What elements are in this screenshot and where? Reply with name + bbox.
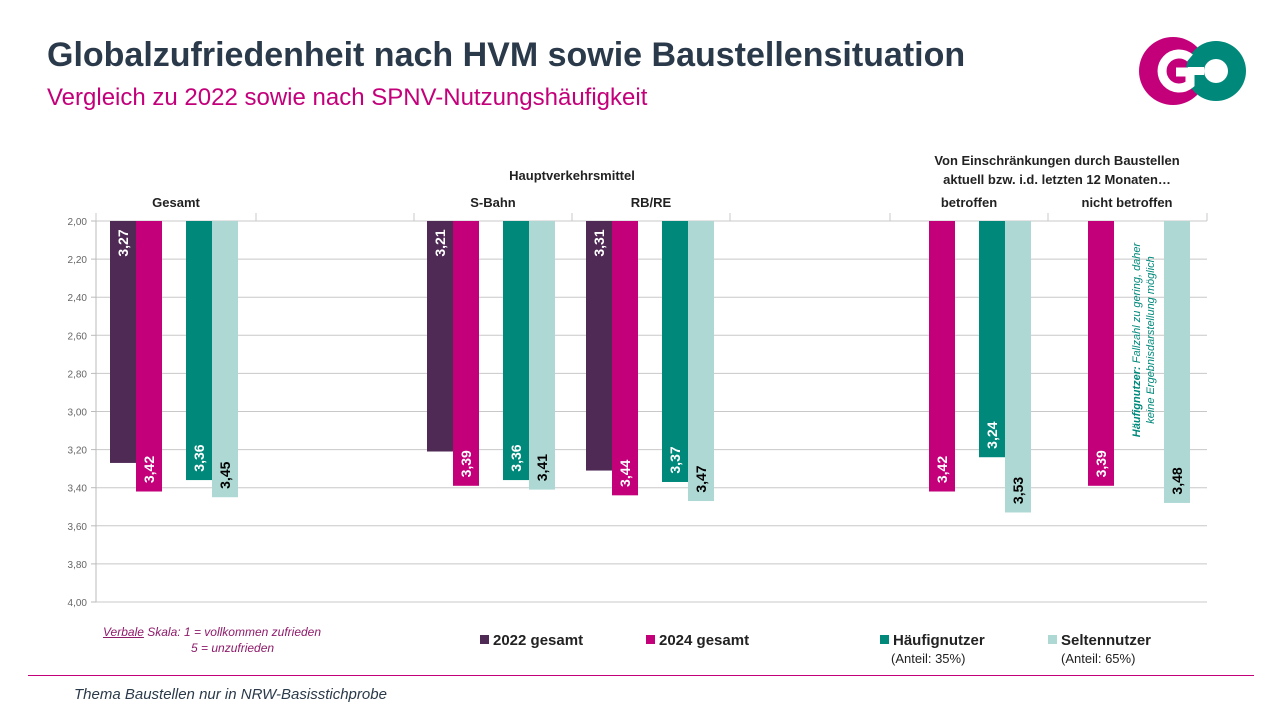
y-tick-label: 2,60 [68,331,88,342]
y-tick-label: 3,20 [68,446,88,457]
y-tick-label: 3,40 [68,484,88,495]
bar-1-3 [929,221,955,492]
legend-label-2024: 2024 gesamt [659,632,750,649]
legend-label-haeufig: Häufignutzer [893,632,985,649]
y-tick-label: 2,00 [68,217,88,228]
bar-1-2 [612,221,638,496]
category-label: nicht betroffen [1082,195,1173,210]
data-label-3-1: 3,41 [534,454,550,481]
data-label-2-0: 3,36 [191,444,207,471]
data-label-3-2: 3,47 [693,465,709,492]
footer-divider [28,675,1254,676]
scale-note-line2: 5 = unzufrieden [191,641,275,655]
data-label-3-0: 3,45 [217,461,233,488]
legend-swatch-2022 [480,635,489,644]
y-tick-label: 4,00 [68,598,88,609]
data-label-1-0: 3,42 [141,456,157,483]
y-tick-label: 2,40 [68,293,88,304]
bar-3-1 [529,221,555,490]
data-label-2-3: 3,24 [984,421,1000,448]
data-label-1-2: 3,44 [617,459,633,486]
bar-3-0 [212,221,238,498]
annotation-line2: keine Ergebnisdarstellung möglich [1145,256,1157,424]
bar-1-0 [136,221,162,492]
y-tick-label: 3,80 [68,560,88,571]
page-title: Globalzufriedenheit nach HVM sowie Baust… [47,36,966,74]
data-label-0-0: 3,27 [115,229,131,256]
y-tick-label: 2,80 [68,369,88,380]
bar-1-4 [1088,221,1114,486]
bar-3-2 [688,221,714,502]
page-subtitle: Vergleich zu 2022 sowie nach SPNV-Nutzun… [47,84,648,111]
scale-note: Verbale Skala: 1 = vollkommen zufrieden … [103,624,321,656]
group-header-baustellen-line1: Von Einschränkungen durch Baustellen [934,153,1179,168]
bar-0-0 [110,221,136,463]
bar-2-2 [662,221,688,482]
y-tick-label: 3,60 [68,522,88,533]
bar-3-4 [1164,221,1190,503]
group-header-hvm: Hauptverkehrsmittel [509,168,635,183]
bar-2-0 [186,221,212,481]
legend-swatch-2024 [646,635,655,644]
legend-item-selten: Seltennutzer [1048,632,1151,649]
group-header-baustellen-line2: aktuell bzw. i.d. letzten 12 Monaten… [943,172,1171,187]
category-label: Gesamt [152,195,200,210]
legend-swatch-selten [1048,635,1057,644]
bar-2-1 [503,221,529,481]
legend-label-2022: 2022 gesamt [493,632,584,649]
scale-note-underlined: Verbale [103,625,144,639]
bar-2-3 [979,221,1005,458]
data-label-3-3: 3,53 [1010,477,1026,504]
data-label-1-3: 3,42 [934,456,950,483]
legend-item-haeufig: Häufignutzer [880,632,985,649]
annotation-bold: Häufignutzer: [1131,366,1143,437]
legend-item-2022: 2022 gesamt [480,632,583,649]
bar-1-1 [453,221,479,486]
data-label-0-2: 3,31 [591,229,607,256]
scale-note-line1: Skala: 1 = vollkommen zufrieden [143,625,322,639]
legend-item-2024: 2024 gesamt [646,632,749,649]
data-label-1-1: 3,39 [458,450,474,477]
legend-sub-haeufig: (Anteil: 35%) [891,651,966,666]
category-label: S-Bahn [470,195,516,210]
bar-3-3 [1005,221,1031,513]
data-label-0-1: 3,21 [432,229,448,256]
annotation-line1: Häufignutzer: Fallzahl zu gering, daher [1131,241,1143,437]
legend-label-selten: Seltennutzer [1061,632,1152,649]
go-logo [1139,37,1246,105]
bar-0-1 [427,221,453,452]
data-label-2-2: 3,37 [667,446,683,473]
bar-0-2 [586,221,612,471]
data-label-1-4: 3,39 [1093,450,1109,477]
legend-swatch-haeufig [880,635,889,644]
footnote: Thema Baustellen nur in NRW-Basisstichpr… [74,686,387,703]
category-label: betroffen [941,195,997,210]
data-label-2-1: 3,36 [508,444,524,471]
category-label: RB/RE [631,195,672,210]
data-label-3-4: 3,48 [1169,467,1185,494]
y-tick-label: 3,00 [68,408,88,419]
legend-sub-selten: (Anteil: 65%) [1061,651,1136,666]
y-tick-label: 2,20 [68,255,88,266]
annotation-rest-1: Fallzahl zu gering, daher [1131,241,1143,366]
